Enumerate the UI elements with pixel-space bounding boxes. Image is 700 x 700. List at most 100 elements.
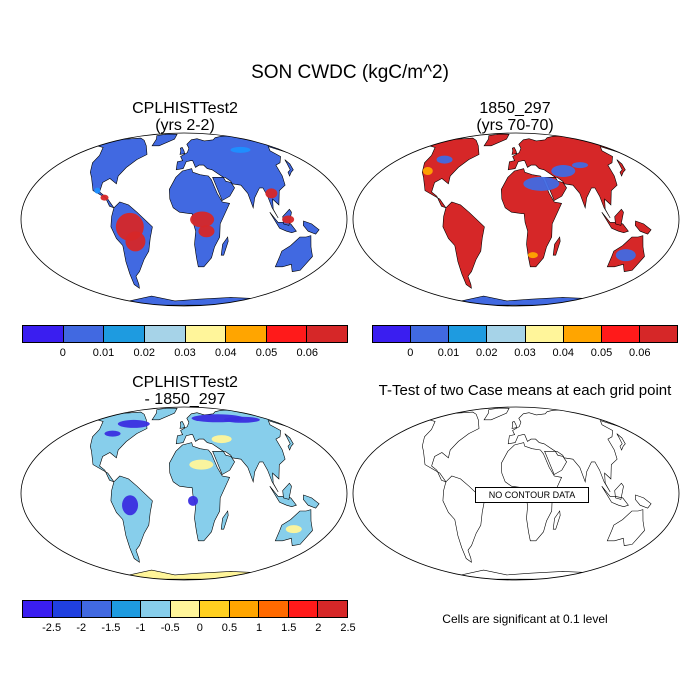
colorbar-tick-label: -1.5 (101, 622, 121, 634)
colorbar-swatch (200, 601, 230, 617)
continent-africa (168, 442, 231, 542)
colorbar-tick-label: 0.04 (552, 347, 574, 359)
map-top-right (352, 132, 680, 307)
data-patch (265, 188, 278, 199)
continent-north-america (420, 137, 480, 209)
data-patch (436, 155, 453, 164)
map-border (20, 406, 348, 581)
map-bottom-left (20, 406, 348, 581)
panel-title-bottom-left: CPLHISTTest2 - 1850_297 (20, 374, 350, 408)
data-patch (551, 165, 576, 178)
continent-madagascar (220, 510, 229, 530)
colorbar-tick-label: 0.04 (215, 347, 237, 359)
data-patch (282, 215, 295, 224)
continent-greenland (151, 133, 178, 147)
colorbar-top-right-labels: 0 0.01 0.02 0.03 0.04 0.05 0.06 (372, 347, 678, 361)
map-border (20, 132, 348, 307)
colorbar-swatch (144, 326, 186, 342)
continent-uk (179, 147, 186, 155)
data-patch (527, 252, 538, 259)
colorbar-tick-label: 0.03 (514, 347, 536, 359)
continent-uk (179, 421, 186, 429)
colorbar-tick-label: 0.03 (174, 347, 196, 359)
data-patch (572, 162, 589, 169)
panel-title-top-right: 1850_297 (yrs 70-70) (350, 100, 680, 134)
colorbar-tick-label: 1 (256, 622, 263, 634)
colorbar-tick-label: 0.01 (92, 347, 115, 359)
panel-title-line1: 1850_297 (479, 100, 551, 117)
colorbar-swatch (601, 326, 640, 342)
colorbar-swatch (52, 601, 83, 617)
panel-title-top-left: CPLHISTTest2 (yrs 2-2) (20, 100, 350, 134)
data-patch (190, 211, 215, 228)
continent-madagascar (220, 236, 229, 256)
continent-uk (511, 421, 518, 429)
colorbar-tick-label: -2 (76, 622, 87, 634)
continent-greenland (483, 133, 510, 147)
panel-title-line1: CPLHISTTest2 (132, 374, 238, 391)
colorbar-swatch (639, 326, 677, 342)
data-patch (94, 187, 101, 194)
continent-japan (284, 433, 294, 451)
colorbar-swatch (82, 601, 112, 617)
continent-greenland (151, 407, 178, 421)
continent-borneo (282, 482, 292, 500)
colorbar-tick-label: 0.06 (629, 347, 651, 359)
colorbar-top-right (372, 325, 678, 343)
colorbar-swatch (563, 326, 602, 342)
no-contour-data-label: NO CONTOUR DATA (475, 487, 589, 503)
colorbar-swatch (487, 326, 526, 342)
continent-new-guinea (634, 494, 652, 509)
continent-new-guinea (302, 494, 320, 509)
continent-north-america (88, 411, 148, 483)
colorbar-top-left-labels: 0 0.01 0.02 0.03 0.04 0.05 0.06 (22, 347, 348, 361)
colorbar-tick-label: 0.05 (590, 347, 613, 359)
data-patch (223, 416, 260, 423)
data-patch (189, 459, 214, 470)
colorbar-tick-label: 0.02 (476, 347, 498, 359)
continent-africa (500, 168, 563, 268)
data-patch (230, 146, 251, 153)
continent-north-america (420, 411, 480, 483)
map-border (352, 132, 680, 307)
data-patch (122, 495, 139, 516)
colorbar-tick-label: -1 (135, 622, 146, 634)
colorbar-swatch (63, 326, 105, 342)
continent-arabia (544, 451, 567, 475)
continent-new-guinea (302, 220, 320, 235)
continent-greenland (483, 407, 510, 421)
colorbar-swatch (170, 601, 201, 617)
colorbar-swatch (525, 326, 564, 342)
colorbar-tick-label: 0.06 (296, 347, 318, 359)
colorbar-swatch (266, 326, 308, 342)
continent-australia (606, 509, 645, 546)
colorbar-tick-label: 0 (196, 622, 203, 634)
continent-eurasia (507, 409, 620, 493)
continent-arabia (212, 177, 235, 201)
ttest-title: T-Test of two Case means at each grid po… (378, 382, 672, 399)
data-patch (125, 231, 146, 252)
colorbar-swatch (411, 326, 450, 342)
colorbar-swatch (449, 326, 488, 342)
data-patch (188, 495, 199, 506)
colorbar-bottom-left-labels: -2.5 -2 -1.5 -1 -0.5 0 0.5 1 1.5 2 2.5 (22, 622, 356, 636)
continent-uk (511, 147, 518, 155)
colorbar-tick-label: 0.5 (221, 622, 238, 634)
continent-madagascar (552, 236, 561, 256)
colorbar-swatch (373, 326, 412, 342)
continent-south-america (110, 475, 153, 563)
colorbar-top-left (22, 325, 348, 343)
colorbar-swatch (111, 601, 142, 617)
continent-japan (616, 159, 626, 177)
colorbar-tick-label: 0.05 (255, 347, 278, 359)
colorbar-tick-label: 0 (407, 347, 414, 359)
continent-borneo (614, 482, 624, 500)
data-patch (285, 525, 302, 534)
colorbar-tick-label: 1.5 (281, 622, 297, 634)
colorbar-swatch (259, 601, 289, 617)
colorbar-swatch (226, 326, 267, 342)
data-patch (198, 225, 215, 238)
continent-borneo (614, 208, 624, 226)
panel-title-line2: (yrs 2-2) (155, 117, 215, 134)
colorbar-bottom-left (22, 600, 348, 618)
